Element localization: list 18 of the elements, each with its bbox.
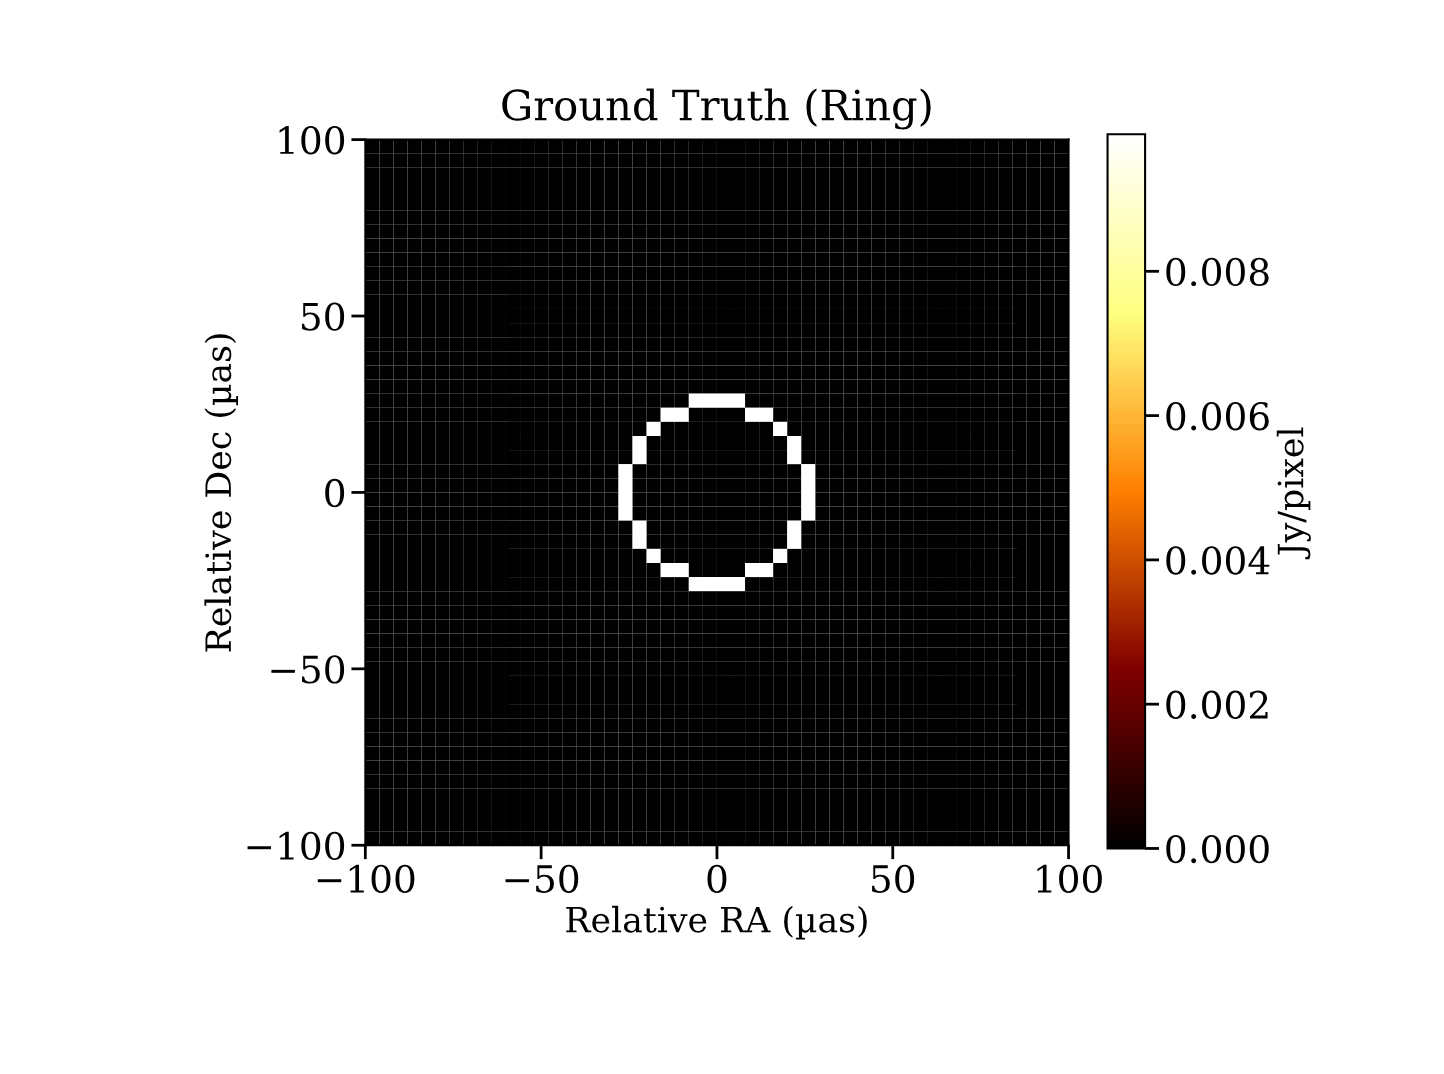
x-tick-label: −50 (505, 864, 579, 894)
x-tick-label: 100 (1037, 864, 1102, 894)
y-tick-label: 50 (302, 302, 345, 331)
color-bar-label: 0.004 (1166, 546, 1270, 575)
color-bar-label: 0.008 (1166, 257, 1269, 287)
x-axis-title: Relative RA (µas) (566, 905, 867, 940)
x-tick-label: 50 (872, 864, 915, 894)
chart-title: Ground Truth (Ring) (502, 88, 931, 130)
y-axis-title: Relative Dec (µas) (204, 334, 239, 652)
y-tick-label: 100 (279, 126, 345, 155)
y-tick-label: −50 (271, 655, 345, 684)
color-bar-label: 0.006 (1166, 402, 1269, 431)
x-tick-label: 0 (707, 864, 727, 894)
y-tick-label: −100 (247, 831, 345, 861)
color-bar-label: 0.000 (1166, 834, 1269, 864)
color-bar-title: Jy/pixel (1276, 427, 1311, 560)
y-tick-label: 0 (325, 478, 345, 508)
color-bar-label: 0.002 (1166, 690, 1268, 719)
